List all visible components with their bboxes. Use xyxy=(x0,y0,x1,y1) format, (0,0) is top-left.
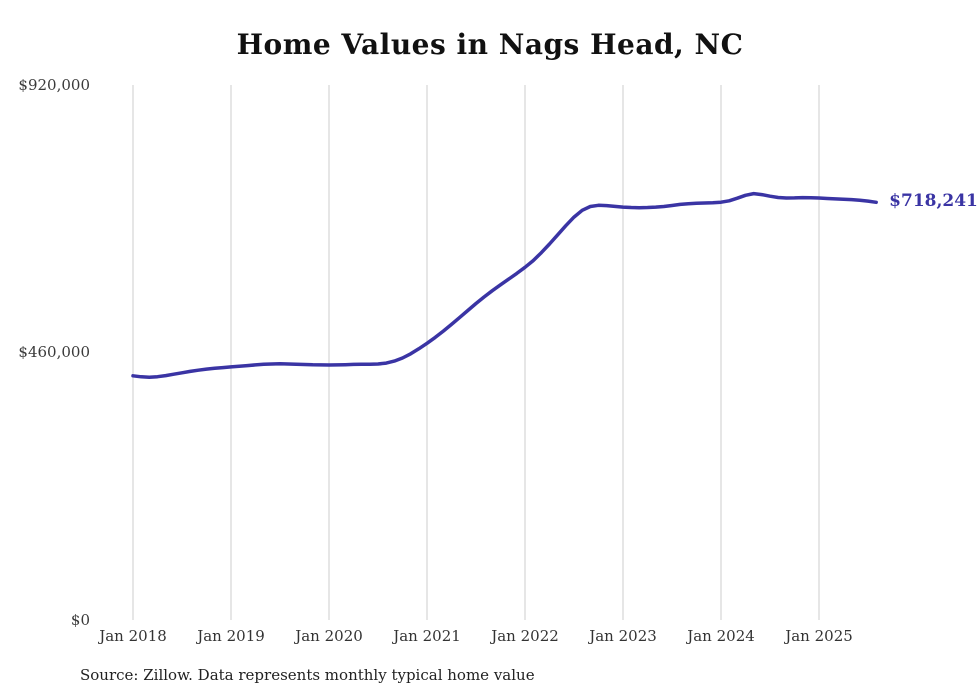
chart-title: Home Values in Nags Head, NC xyxy=(236,28,744,61)
x-axis-tick-label: Jan 2021 xyxy=(393,627,461,645)
x-axis-tick-label: Jan 2019 xyxy=(197,627,265,645)
x-axis-tick-label: Jan 2020 xyxy=(295,627,363,645)
x-axis-tick-label: Jan 2025 xyxy=(785,627,853,645)
x-axis-tick-label: Jan 2022 xyxy=(491,627,559,645)
value-line xyxy=(131,191,878,380)
y-axis-label-0: $0 xyxy=(70,611,90,629)
x-axis-tick-label: Jan 2018 xyxy=(99,627,167,645)
source-note: Source: Zillow. Data represents monthly … xyxy=(80,666,535,684)
y-axis-label-460000: $460,000 xyxy=(18,343,90,361)
y-axis-label-920000: $920,000 xyxy=(18,76,90,94)
x-axis-tick-label: Jan 2024 xyxy=(687,627,755,645)
x-axis-labels: Jan 2018 Jan 2019 Jan 2020 Jan 2021 Jan 2022… xyxy=(0,626,980,648)
current-value-label: $718,241 xyxy=(889,191,978,212)
x-axis-tick-label: Jan 2023 xyxy=(589,627,657,645)
